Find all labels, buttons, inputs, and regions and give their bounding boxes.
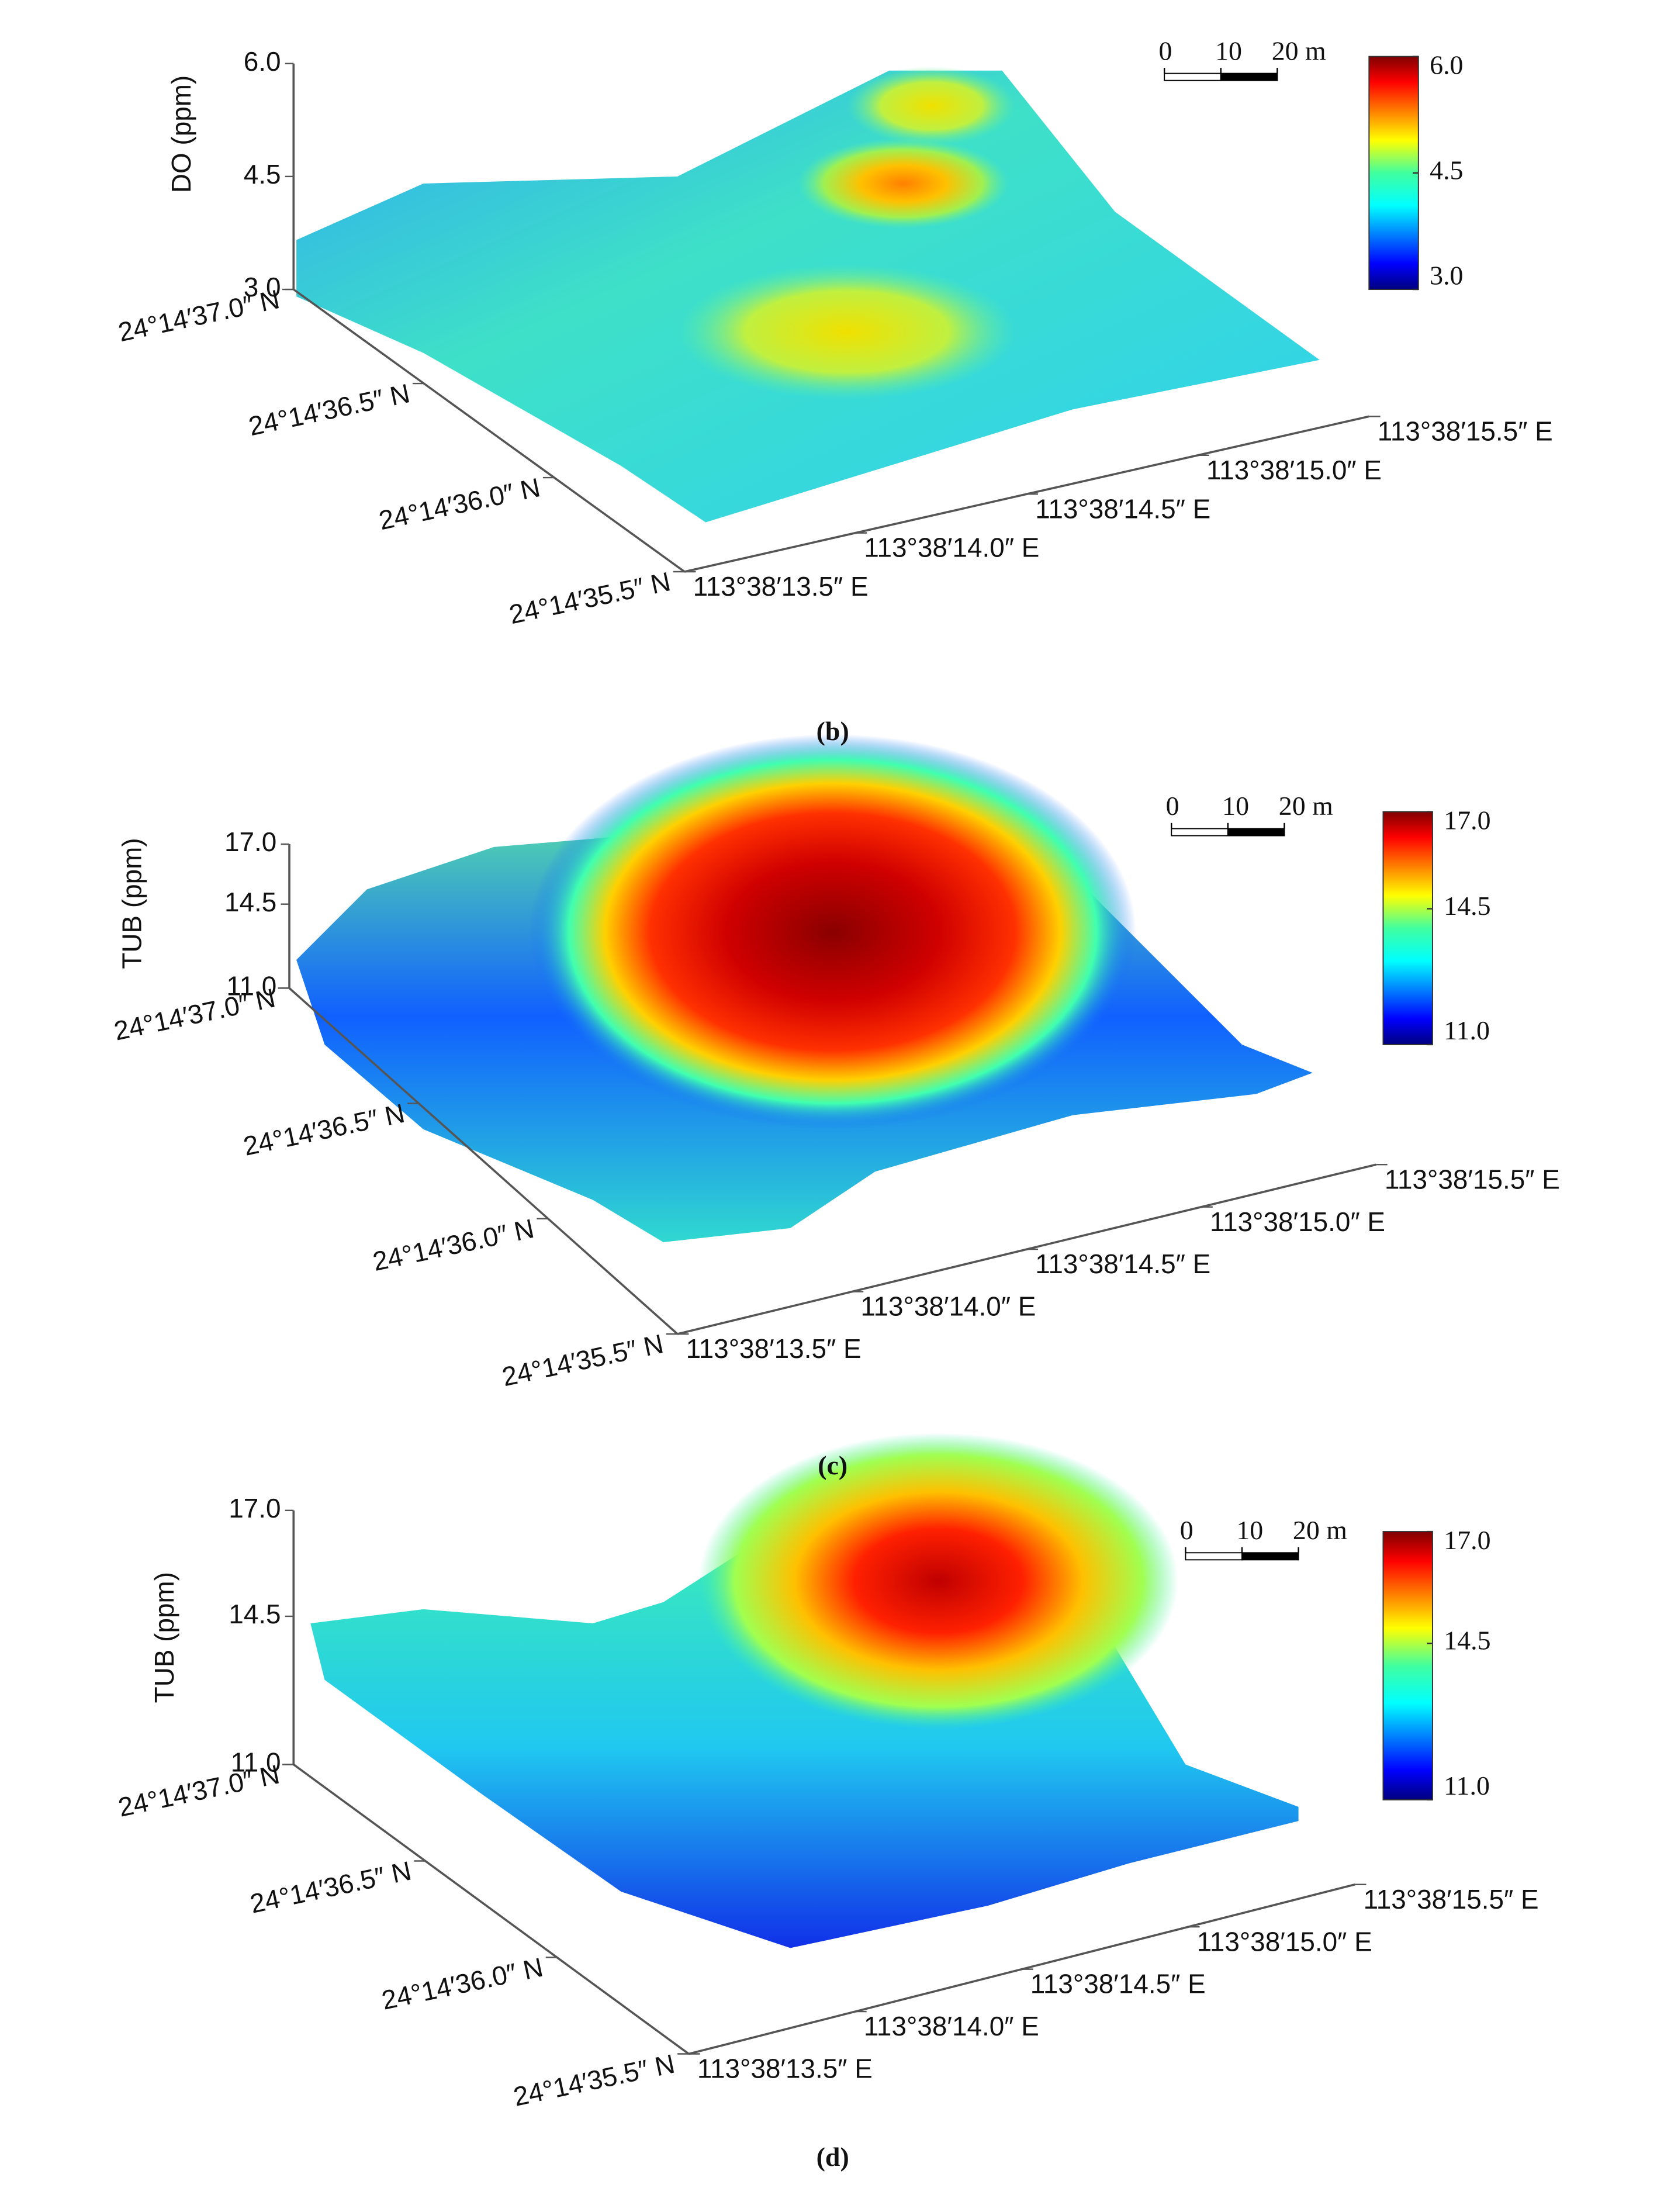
caption: (c)	[818, 1450, 847, 1480]
y-tick-label: 24°14′36.0″ N	[370, 1213, 537, 1277]
scale-segment	[1164, 72, 1222, 81]
colorbar	[1382, 811, 1433, 1045]
z-tick-label: 17.0	[224, 827, 276, 857]
y-tick-label: 24°14′36.0″ N	[376, 472, 543, 535]
colorbar-tick-label: 17.0	[1444, 1525, 1490, 1555]
y-axis	[288, 987, 679, 1335]
x-tick-label: 113°38′14.5″ E	[1030, 1969, 1206, 1999]
scale-label: 10	[1236, 1515, 1263, 1545]
y-axis	[293, 1764, 690, 2055]
scale-label: 0	[1159, 36, 1172, 65]
z-tick-label: 14.5	[229, 1599, 281, 1629]
y-tick-label: 24°14′37.0″ N	[116, 284, 282, 347]
x-tick-label: 113°38′14.5″ E	[1035, 493, 1210, 524]
surface-c	[296, 734, 1313, 1243]
scale-label: 10	[1222, 791, 1249, 821]
x-tick-label: 113°38′14.0″ E	[860, 1291, 1036, 1322]
x-tick-label: 113°38′13.5″ E	[693, 571, 869, 602]
y-tick-label: 24°14′35.5″ N	[499, 1328, 666, 1392]
z-axis-label: TUB (ppm)	[117, 838, 147, 969]
scale-segment	[1220, 72, 1278, 81]
scale-label: 0	[1180, 1515, 1193, 1545]
y-tick-label: 24°14′36.5″ N	[247, 1855, 414, 1919]
y-tick-label: 24°14′36.5″ N	[241, 1098, 407, 1162]
x-tick-label: 113°38′15.0″ E	[1206, 455, 1382, 485]
scale-segment	[1185, 1552, 1243, 1561]
scale-segment	[1227, 828, 1285, 837]
caption: (b)	[817, 716, 849, 746]
z-axis-label: DO (ppm)	[166, 75, 196, 193]
x-tick-label: 113°38′15.5″ E	[1385, 1164, 1560, 1194]
z-tick-label: 3.0	[244, 272, 281, 302]
scale-segment	[1241, 1552, 1299, 1561]
z-axis-label: TUB (ppm)	[149, 1572, 179, 1703]
scale-label: 10	[1215, 36, 1242, 65]
colorbar-tick-label: 14.5	[1444, 891, 1490, 921]
colorbar-tick-label: 14.5	[1444, 1626, 1490, 1655]
x-tick-label: 113°38′15.0″ E	[1210, 1207, 1385, 1237]
scale-label: 20 m	[1272, 36, 1326, 65]
y-tick-label: 24°14′36.0″ N	[379, 1952, 545, 2016]
colorbar-tick-label: 17.0	[1444, 805, 1490, 835]
scale-segment	[1171, 828, 1229, 837]
x-tick-label: 113°38′13.5″ E	[697, 2054, 873, 2084]
colorbar-tick-label: 11.0	[1444, 1015, 1490, 1045]
x-tick-label: 113°38′14.0″ E	[864, 2011, 1039, 2041]
y-axis	[293, 288, 686, 573]
y-tick-label: 24°14′36.5″ N	[246, 378, 413, 441]
z-tick-label: 14.5	[224, 887, 276, 917]
colorbar	[1382, 1531, 1433, 1800]
z-tick-label: 11.0	[226, 970, 276, 1001]
x-tick-label: 113°38′15.0″ E	[1197, 1926, 1372, 1957]
z-tick-label: 17.0	[229, 1493, 281, 1523]
z-tick-label: 4.5	[244, 159, 281, 189]
y-tick-label: 24°14′35.5″ N	[507, 566, 673, 630]
x-tick-label: 113°38′14.0″ E	[864, 533, 1039, 563]
z-tick-label: 6.0	[244, 46, 281, 77]
surface-b	[296, 66, 1320, 523]
y-tick-label: 24°14′37.0″ N	[116, 1759, 282, 1823]
caption: (d)	[817, 2142, 849, 2172]
scale-label: 20 m	[1279, 791, 1333, 821]
x-tick-label: 113°38′13.5″ E	[686, 1333, 862, 1364]
colorbar-tick-label: 4.5	[1430, 155, 1463, 185]
colorbar-tick-label: 11.0	[1444, 1771, 1490, 1800]
colorbar-tick-label: 3.0	[1430, 260, 1463, 290]
z-tick-label: 11.0	[231, 1747, 281, 1778]
colorbar-tick-label: 6.0	[1430, 50, 1463, 80]
colorbar	[1368, 56, 1419, 291]
scale-label: 0	[1166, 791, 1179, 821]
x-tick-label: 113°38′15.5″ E	[1378, 416, 1553, 446]
y-tick-label: 24°14′35.5″ N	[511, 2048, 677, 2112]
x-tick-label: 113°38′15.5″ E	[1364, 1884, 1539, 1914]
scale-label: 20 m	[1293, 1515, 1347, 1545]
y-tick-label: 24°14′37.0″ N	[111, 982, 278, 1046]
surface-d	[310, 1433, 1299, 1948]
x-tick-label: 113°38′14.5″ E	[1035, 1249, 1210, 1279]
